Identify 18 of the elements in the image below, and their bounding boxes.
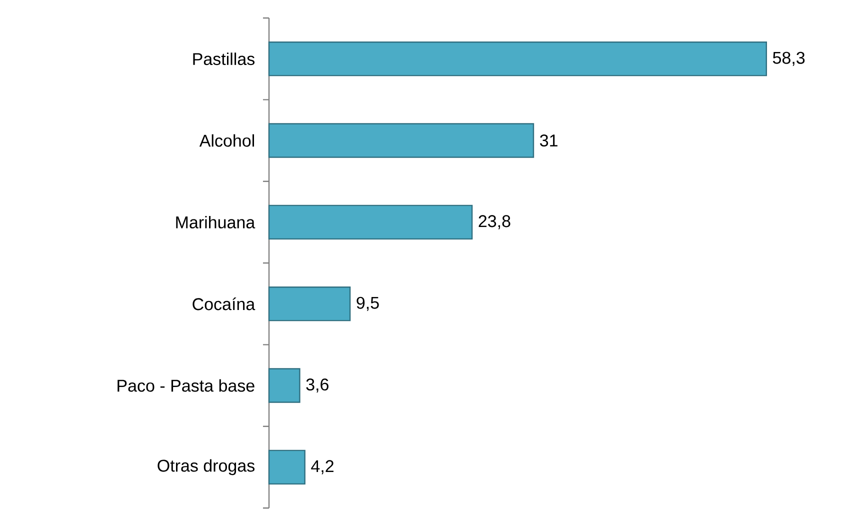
data-label: 9,5 (356, 296, 379, 311)
bar (268, 123, 534, 158)
y-tick-label: Otras drogas (158, 459, 255, 476)
bar (268, 286, 351, 322)
bar (268, 42, 767, 76)
bar (268, 368, 300, 403)
y-tick-label: Alcohol (199, 134, 254, 147)
data-label: 31 (540, 134, 558, 147)
bar (268, 450, 306, 485)
data-label: 3,6 (306, 378, 328, 393)
y-tick-label: Paco - Pasta base (118, 379, 254, 392)
y-tick-label: Marihuana (176, 216, 256, 228)
data-label: 23,8 (478, 215, 510, 230)
y-tick-label: Pastillas (193, 52, 255, 66)
data-label: 58,3 (772, 52, 805, 66)
data-label: 4,2 (311, 460, 334, 474)
bar (268, 204, 473, 240)
y-tick-label: Cocaína (192, 298, 256, 310)
